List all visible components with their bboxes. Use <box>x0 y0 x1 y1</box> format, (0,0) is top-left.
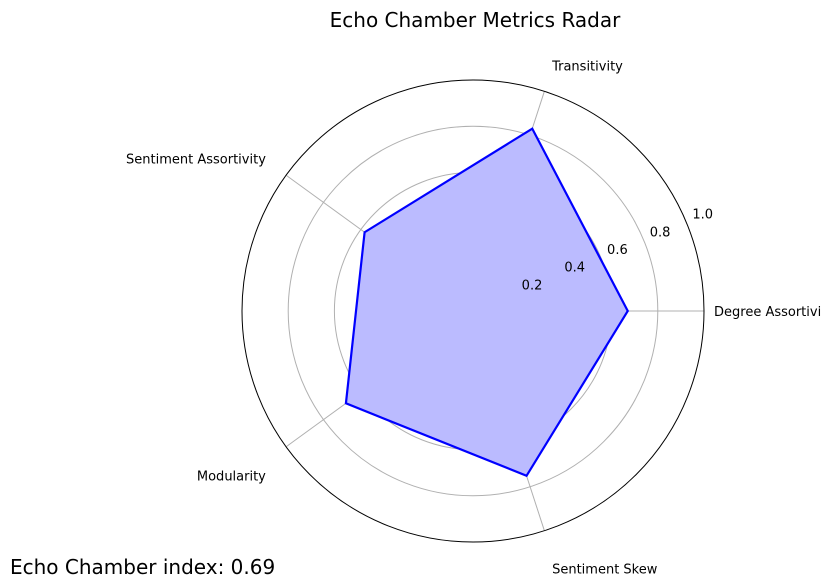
chart-title: Echo Chamber Metrics Radar <box>329 8 621 32</box>
radial-tick-labels: 0.2 0.4 0.6 0.8 1.0 <box>522 208 713 294</box>
radial-tick-label: 0.2 <box>522 278 543 293</box>
series-line <box>344 127 630 478</box>
series-area <box>345 128 628 476</box>
outer-frame <box>241 79 705 543</box>
category-labels: Degree Assortivity Transitivity Sentiment … <box>126 60 821 578</box>
radial-tick-label: 0.8 <box>650 225 671 240</box>
radial-tick-label: 0.4 <box>564 261 585 276</box>
category-label: Transitivity <box>551 60 623 75</box>
echo-chamber-index: Echo Chamber index: 0.69 <box>10 555 276 579</box>
category-label: Sentiment Assortivity <box>126 153 266 168</box>
radial-tick-label: 1.0 <box>692 208 713 223</box>
category-label: Degree Assortivity <box>714 305 821 320</box>
category-label: Modularity <box>197 469 266 484</box>
category-label: Sentiment Skew <box>552 562 658 577</box>
radial-tick-label: 0.6 <box>607 243 628 258</box>
